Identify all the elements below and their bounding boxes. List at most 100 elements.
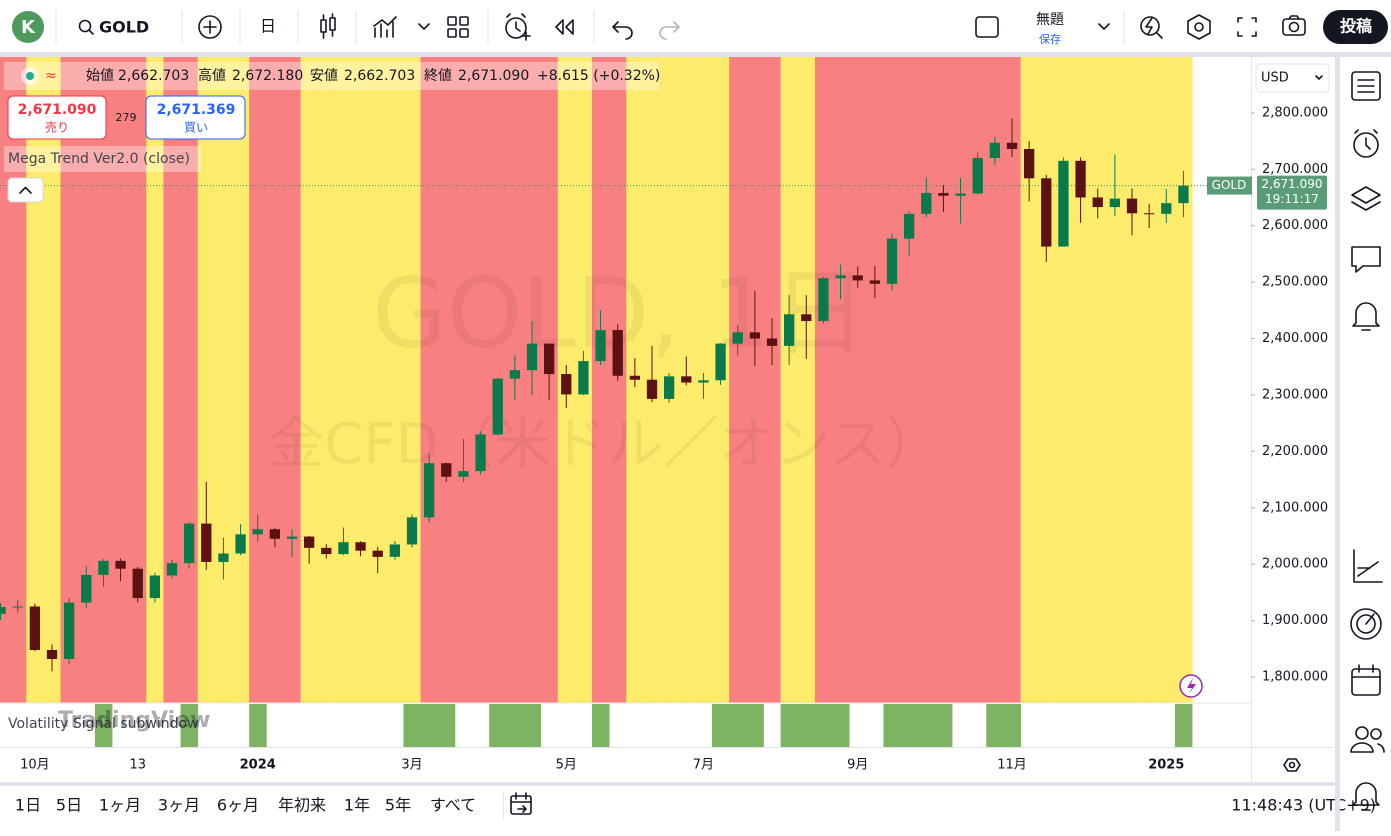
high-label: 高値: [198, 67, 226, 84]
fullscreen-icon[interactable]: [1237, 17, 1257, 37]
quick-search-icon[interactable]: [1140, 16, 1163, 39]
trend-band: [9, 57, 27, 703]
snapshot-icon[interactable]: [1282, 15, 1306, 36]
signal-bar: [883, 704, 901, 747]
drawing-icon[interactable]: [1353, 549, 1383, 583]
chevron[interactable]: [1098, 23, 1110, 30]
range-button[interactable]: 6ヶ月: [217, 796, 259, 815]
y-tick-label: 2,300.000: [1262, 387, 1328, 402]
candle-body: [886, 238, 898, 284]
replay-icon[interactable]: [555, 19, 574, 35]
publish-button[interactable]: [1323, 10, 1388, 44]
chevron[interactable]: [418, 23, 430, 30]
hotlist-icon[interactable]: [1350, 608, 1382, 640]
price-tag-bg: [1257, 175, 1327, 210]
save-label[interactable]: 保存: [1039, 32, 1061, 46]
range-button[interactable]: 1ヶ月: [99, 796, 141, 815]
bottom-separator: [0, 782, 1335, 786]
calendar-icon[interactable]: [1351, 664, 1381, 696]
range-button[interactable]: 5日: [56, 796, 82, 815]
publish-label: 投稿: [1340, 17, 1372, 36]
range-button[interactable]: 5年: [385, 796, 411, 815]
sell-button[interactable]: [7, 95, 107, 140]
currency-select[interactable]: [1255, 63, 1330, 93]
candle-body: [0, 607, 6, 614]
notifications-icon[interactable]: [1352, 782, 1380, 811]
trend-band: [249, 57, 267, 703]
range-button[interactable]: 年初来: [278, 796, 326, 815]
trend-band: [763, 57, 782, 703]
currency: USD: [1261, 71, 1289, 86]
settings-icon[interactable]: [1187, 14, 1211, 40]
date-range-icon[interactable]: [510, 792, 532, 815]
trend-band: [283, 57, 302, 703]
alerts-icon[interactable]: [1353, 129, 1379, 158]
subwindow-name: Volatility Signal subwindow: [8, 716, 199, 732]
interval[interactable]: 日: [260, 17, 276, 36]
redo-icon: [659, 21, 680, 40]
candle-body: [578, 361, 589, 395]
settings-dot: [1194, 22, 1204, 32]
layout-name[interactable]: 無題: [1036, 12, 1064, 28]
layout-square[interactable]: [975, 16, 999, 38]
notifications-icon[interactable]: [1352, 302, 1380, 331]
candle-body: [715, 343, 726, 381]
signal-pane: [94, 704, 1193, 747]
signal-bar: [746, 704, 764, 747]
price-axis: 2,800.000 2,700.000 2,600.000 2,500.000 2,40…: [1251, 105, 1328, 685]
signal-bar: [506, 704, 524, 747]
avatar[interactable]: [12, 11, 44, 43]
candle-body: [1126, 198, 1138, 214]
buy-button[interactable]: [145, 95, 246, 140]
range-button[interactable]: 1年: [344, 796, 370, 815]
trend-band: [26, 57, 45, 703]
layout-icon[interactable]: [447, 16, 469, 38]
trend-band: [934, 57, 953, 703]
plot-area: GOLD, 1日 金CFD（米ドル／オンス）: [0, 57, 1251, 703]
y-tick-label: 2,000.000: [1262, 557, 1328, 572]
candle-body: [12, 606, 23, 608]
trend-band: [163, 57, 182, 703]
candle-body: [664, 376, 675, 399]
symbol[interactable]: GOLD: [99, 18, 149, 37]
trend-band: [883, 57, 902, 703]
candle-body: [1075, 160, 1086, 198]
candle-body: [784, 314, 795, 346]
wave-icon: ≈: [45, 68, 57, 84]
trend-band: [60, 57, 79, 703]
trend-band: [334, 57, 353, 703]
signal-bar: [403, 704, 421, 747]
indicators-icon[interactable]: [373, 16, 397, 38]
candle-body: [458, 471, 469, 477]
trend-band: [1037, 57, 1056, 703]
candle-body: [852, 275, 863, 281]
range-button[interactable]: 1日: [15, 796, 41, 815]
market-status[interactable]: [26, 72, 34, 80]
range-button[interactable]: 3ヶ月: [158, 796, 200, 815]
community-icon[interactable]: [1350, 726, 1385, 753]
buy-price: 2,671.369: [157, 102, 236, 118]
x-tick-label: 3月: [401, 758, 422, 773]
collapse-button[interactable]: [7, 177, 44, 203]
alert-icon[interactable]: [505, 13, 531, 41]
trend-band: [369, 57, 387, 703]
chart-type-icon[interactable]: [320, 13, 336, 39]
compare-icon[interactable]: [198, 15, 222, 39]
candle-body: [612, 330, 623, 376]
spread: 279: [116, 111, 137, 124]
trend-band: [986, 57, 1005, 703]
candle-body: [475, 434, 486, 472]
trend-band: [112, 57, 130, 703]
signal-bar: [489, 704, 507, 747]
settings-icon[interactable]: [1283, 758, 1301, 772]
range-button[interactable]: すべて: [430, 796, 476, 815]
trend-band: [129, 57, 147, 703]
candle-body: [355, 542, 366, 551]
layers-icon[interactable]: [1351, 186, 1381, 211]
watchlist-icon[interactable]: [1351, 71, 1381, 101]
indicator-name[interactable]: Mega Trend Ver2.0 (close): [8, 151, 190, 167]
x-tick-label: 9月: [847, 758, 868, 773]
chat-icon[interactable]: [1351, 246, 1381, 273]
trend-band: [746, 57, 765, 703]
undo-icon[interactable]: [612, 21, 633, 40]
